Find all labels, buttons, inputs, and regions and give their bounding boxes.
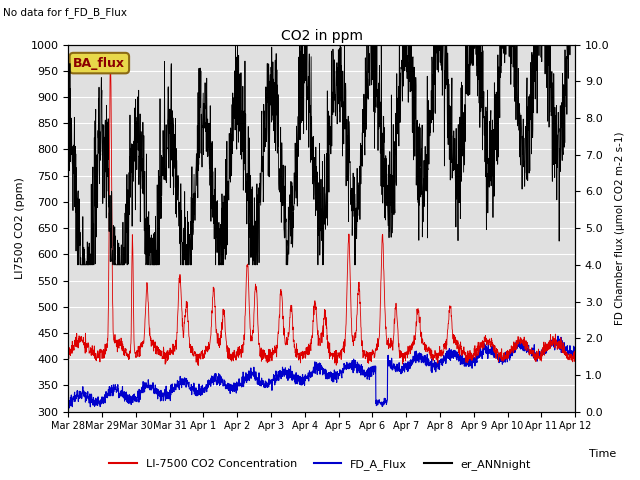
Title: CO2 in ppm: CO2 in ppm: [281, 29, 363, 43]
Text: No data for f_FD_B_Flux: No data for f_FD_B_Flux: [3, 7, 127, 18]
Y-axis label: FD Chamber flux (μmol CO2 m-2 s-1): FD Chamber flux (μmol CO2 m-2 s-1): [615, 132, 625, 325]
Y-axis label: LI7500 CO2 (ppm): LI7500 CO2 (ppm): [15, 177, 25, 279]
Legend: LI-7500 CO2 Concentration, FD_A_Flux, er_ANNnight: LI-7500 CO2 Concentration, FD_A_Flux, er…: [104, 455, 536, 474]
Text: Time: Time: [589, 449, 616, 459]
Text: BA_flux: BA_flux: [74, 57, 125, 70]
